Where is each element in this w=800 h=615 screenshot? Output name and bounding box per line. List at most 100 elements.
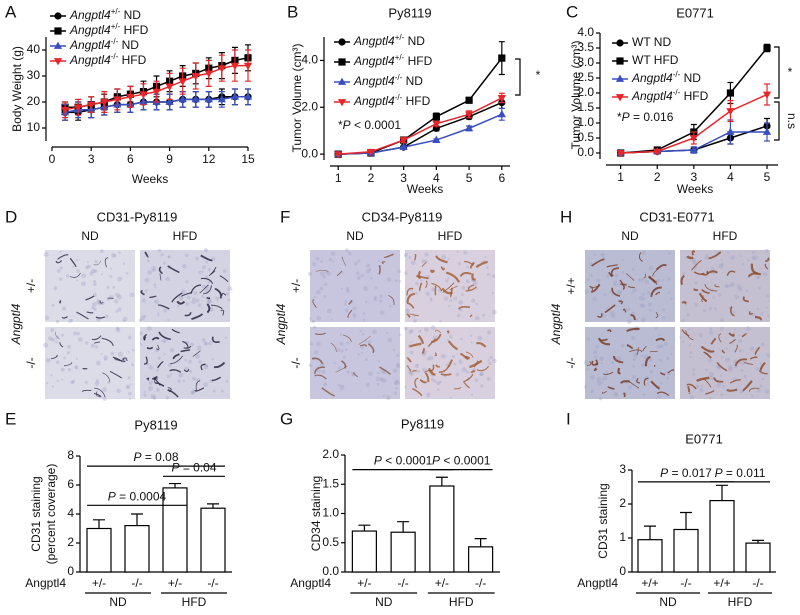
cell — [330, 318, 333, 321]
vessel — [726, 388, 738, 392]
cell — [747, 259, 750, 262]
cell — [147, 270, 153, 275]
column-label: ND — [81, 229, 99, 243]
vessel — [718, 333, 722, 343]
vessel — [58, 300, 62, 304]
cell — [140, 343, 143, 346]
cell — [372, 329, 377, 335]
cell — [448, 304, 451, 308]
cell — [745, 289, 749, 292]
cell — [117, 276, 123, 282]
vessel — [649, 351, 658, 353]
cell — [689, 355, 692, 359]
cell — [166, 374, 171, 379]
cell — [447, 277, 450, 280]
cell — [396, 364, 401, 369]
cell — [670, 297, 673, 300]
cell — [381, 377, 387, 383]
vessel — [314, 366, 325, 374]
cell — [761, 377, 765, 381]
cell — [755, 367, 759, 371]
vessel — [315, 269, 329, 273]
marker — [689, 135, 698, 143]
annotation: *P = 0.016 — [617, 110, 674, 124]
panel-label: D — [5, 207, 17, 226]
cell — [404, 271, 408, 275]
cell — [692, 368, 696, 372]
vessel — [475, 341, 487, 348]
vessel — [102, 372, 111, 382]
cell — [720, 258, 723, 261]
vessel — [95, 316, 106, 319]
vessel — [729, 379, 741, 384]
cell — [360, 345, 365, 350]
vessel — [636, 347, 639, 355]
cell — [424, 259, 428, 263]
vessel — [470, 370, 476, 374]
cell — [648, 365, 651, 368]
vessel — [458, 306, 471, 310]
cell — [489, 356, 493, 360]
vessel — [700, 270, 709, 276]
cell — [642, 297, 646, 301]
marker — [366, 148, 376, 157]
cell — [600, 361, 603, 365]
cell — [115, 292, 120, 298]
cell — [757, 276, 760, 280]
cell — [122, 316, 128, 322]
vessel — [465, 286, 477, 292]
cell — [165, 277, 170, 282]
vessel — [383, 253, 394, 258]
y-tick-label: 4 — [67, 506, 74, 520]
cell — [709, 397, 712, 400]
cell — [116, 388, 121, 394]
cell — [382, 370, 387, 375]
vessel — [464, 260, 474, 266]
vessel — [406, 292, 415, 303]
cell — [129, 292, 135, 298]
cell — [352, 313, 355, 316]
marker — [74, 104, 83, 112]
vessel — [154, 382, 165, 387]
cell — [340, 349, 344, 353]
cell — [361, 332, 365, 336]
legend-label: WT ND — [632, 35, 671, 49]
vessel — [656, 391, 670, 397]
cell — [61, 333, 65, 337]
x-tick-label: 12 — [202, 152, 216, 166]
vessel — [348, 299, 353, 305]
cell — [488, 361, 492, 366]
marker — [498, 54, 506, 62]
vessel — [655, 291, 660, 296]
x-tick-label: 1 — [335, 171, 342, 185]
cell — [617, 356, 622, 362]
cell — [362, 318, 366, 322]
cell — [115, 327, 121, 333]
cell — [597, 381, 602, 386]
cell — [181, 289, 186, 294]
vessel — [86, 311, 94, 314]
vessel — [190, 284, 202, 294]
cell — [700, 384, 704, 388]
vessel — [146, 346, 154, 350]
legend-marker — [54, 27, 62, 35]
cell — [424, 252, 429, 257]
vessel — [607, 385, 615, 390]
vessel — [612, 355, 624, 364]
vessel — [449, 287, 453, 298]
cell — [439, 319, 442, 323]
vessel — [57, 254, 69, 260]
cell — [405, 252, 408, 256]
cell — [59, 266, 63, 270]
cell — [365, 263, 371, 268]
cell — [727, 366, 733, 372]
annotation: P = 0.011 — [715, 466, 766, 480]
vessel — [693, 288, 699, 292]
vessel — [406, 287, 414, 296]
cell — [739, 389, 744, 394]
vessel — [211, 336, 220, 343]
cell — [224, 336, 227, 339]
vessel — [158, 331, 171, 341]
vessel — [626, 344, 634, 350]
vessel — [693, 271, 705, 275]
